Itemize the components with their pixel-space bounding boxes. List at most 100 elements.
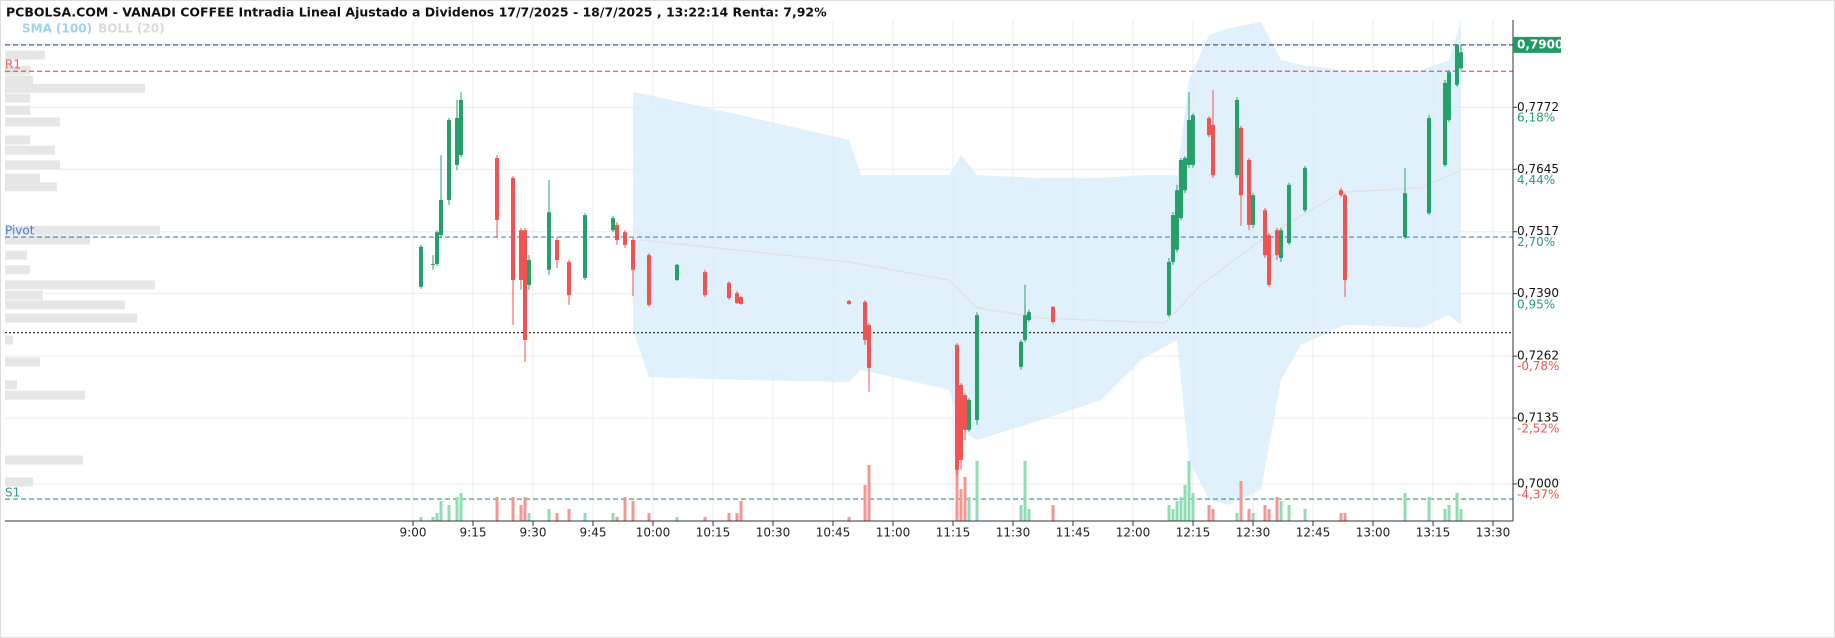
candle-body <box>547 212 551 270</box>
candle-body <box>611 218 615 231</box>
candle-body <box>863 301 867 341</box>
candle-body <box>1263 210 1267 256</box>
volume-bar <box>1187 461 1191 521</box>
candle-body <box>455 118 459 165</box>
volume-bar <box>555 513 559 521</box>
candle-body <box>1303 167 1307 211</box>
candle-body <box>1251 195 1255 225</box>
volume-bar <box>703 517 707 521</box>
volume-profile-bar <box>5 145 55 155</box>
volume-bar <box>547 509 551 521</box>
volume-bar <box>867 465 871 521</box>
candle-body <box>1287 184 1291 243</box>
candle-body <box>1267 235 1271 285</box>
x-tick-label: 12:00 <box>1116 526 1151 540</box>
x-tick-label: 11:30 <box>996 526 1031 540</box>
volume-profile-bar <box>5 380 17 390</box>
background-layer <box>5 20 1513 521</box>
volume-bar <box>1171 509 1175 521</box>
volume-bar <box>975 461 979 521</box>
level-label: R1 <box>5 58 21 72</box>
volume-profile-bar <box>5 357 40 367</box>
candle-body <box>1339 190 1343 196</box>
candle-body <box>631 240 635 270</box>
candle-body <box>975 315 979 421</box>
volume-bar <box>1207 505 1211 521</box>
volume-bar <box>1459 509 1463 521</box>
x-tick-label: 13:00 <box>1356 526 1391 540</box>
candle-body <box>1191 115 1195 165</box>
candle-body <box>955 344 959 470</box>
candle-body <box>511 178 515 281</box>
volume-profile-bar <box>5 280 155 290</box>
y-tick-label: 0,7390 <box>1517 286 1559 300</box>
candle-body <box>523 230 527 341</box>
x-tick-label: 11:45 <box>1056 526 1091 540</box>
volume-bar <box>1403 493 1407 521</box>
volume-bar <box>1267 509 1271 521</box>
x-tick-label: 12:30 <box>1236 526 1271 540</box>
chart-title: PCBOLSA.COM - VANADI COFFEE Intradia Lin… <box>6 5 827 20</box>
x-tick-label: 13:30 <box>1476 526 1511 540</box>
candle-body <box>1051 306 1055 322</box>
candle-body <box>703 272 707 296</box>
candle-body <box>963 395 967 430</box>
volume-bar <box>583 513 587 521</box>
foreground-layer: 9:00 9:15 9:30 9:45 10:00 10:15 10:30 10:45 11:0… <box>5 20 1563 540</box>
level-label: S1 <box>5 486 20 500</box>
candle-body <box>1275 230 1279 256</box>
volume-profile-bar <box>5 173 40 183</box>
y-tick-label: 0,7000 <box>1517 476 1559 490</box>
volume-bar <box>431 517 435 521</box>
last-price-label: 0,7900 <box>1517 37 1563 51</box>
candle-body <box>647 255 651 305</box>
volume-profile-bar <box>5 182 57 192</box>
candle-body <box>1027 312 1031 321</box>
sma-line <box>640 169 1462 324</box>
candle-body <box>615 224 619 241</box>
candle-body <box>583 215 587 279</box>
legend-entry: BOLL (20) <box>98 22 165 36</box>
y-tick-label: 0,7772 <box>1517 100 1559 114</box>
volume-bar <box>1183 485 1187 521</box>
volume-bar <box>1279 501 1283 521</box>
y2-tick-label: -4,37% <box>1517 487 1559 501</box>
volume-bar <box>1247 509 1251 521</box>
candle-body <box>675 264 679 281</box>
volume-bar <box>495 497 499 521</box>
volume-bar <box>963 477 967 521</box>
volume-bar <box>611 513 615 521</box>
volume-bar <box>435 513 439 521</box>
volume-profile-bar <box>5 390 85 400</box>
x-tick-label: 11:00 <box>876 526 911 540</box>
last-price-tag <box>1513 36 1561 53</box>
candle-body <box>527 260 531 285</box>
volume-profile-bar <box>5 225 160 235</box>
bollinger-band <box>633 20 1461 505</box>
volume-bar <box>1455 493 1459 521</box>
x-tick-label: 10:15 <box>696 526 731 540</box>
volume-profile-bar <box>5 117 60 127</box>
volume-bar <box>615 517 619 521</box>
candle-body <box>1459 52 1463 69</box>
volume-bar <box>735 513 739 521</box>
x-tick-label: 12:15 <box>1176 526 1211 540</box>
volume-profile-bar <box>5 93 30 103</box>
candle-body <box>1187 120 1191 165</box>
y-tick-label: 0,7517 <box>1517 224 1559 238</box>
candle-body <box>967 400 971 430</box>
volume-bar <box>1275 497 1279 521</box>
candle-body <box>1211 124 1215 176</box>
candle-body <box>1427 118 1431 214</box>
candle-body <box>1239 127 1243 196</box>
volume-bar <box>847 517 851 521</box>
volume-bar <box>1235 513 1239 521</box>
x-tick-label: 9:30 <box>520 526 547 540</box>
level-label: Pivot <box>5 224 35 238</box>
volume-bar <box>519 505 523 521</box>
volume-bar <box>675 517 679 521</box>
x-tick-label: 9:00 <box>400 526 427 540</box>
x-tick-label: 11:15 <box>936 526 971 540</box>
volume-bar <box>567 509 571 521</box>
candle-body <box>567 261 571 296</box>
